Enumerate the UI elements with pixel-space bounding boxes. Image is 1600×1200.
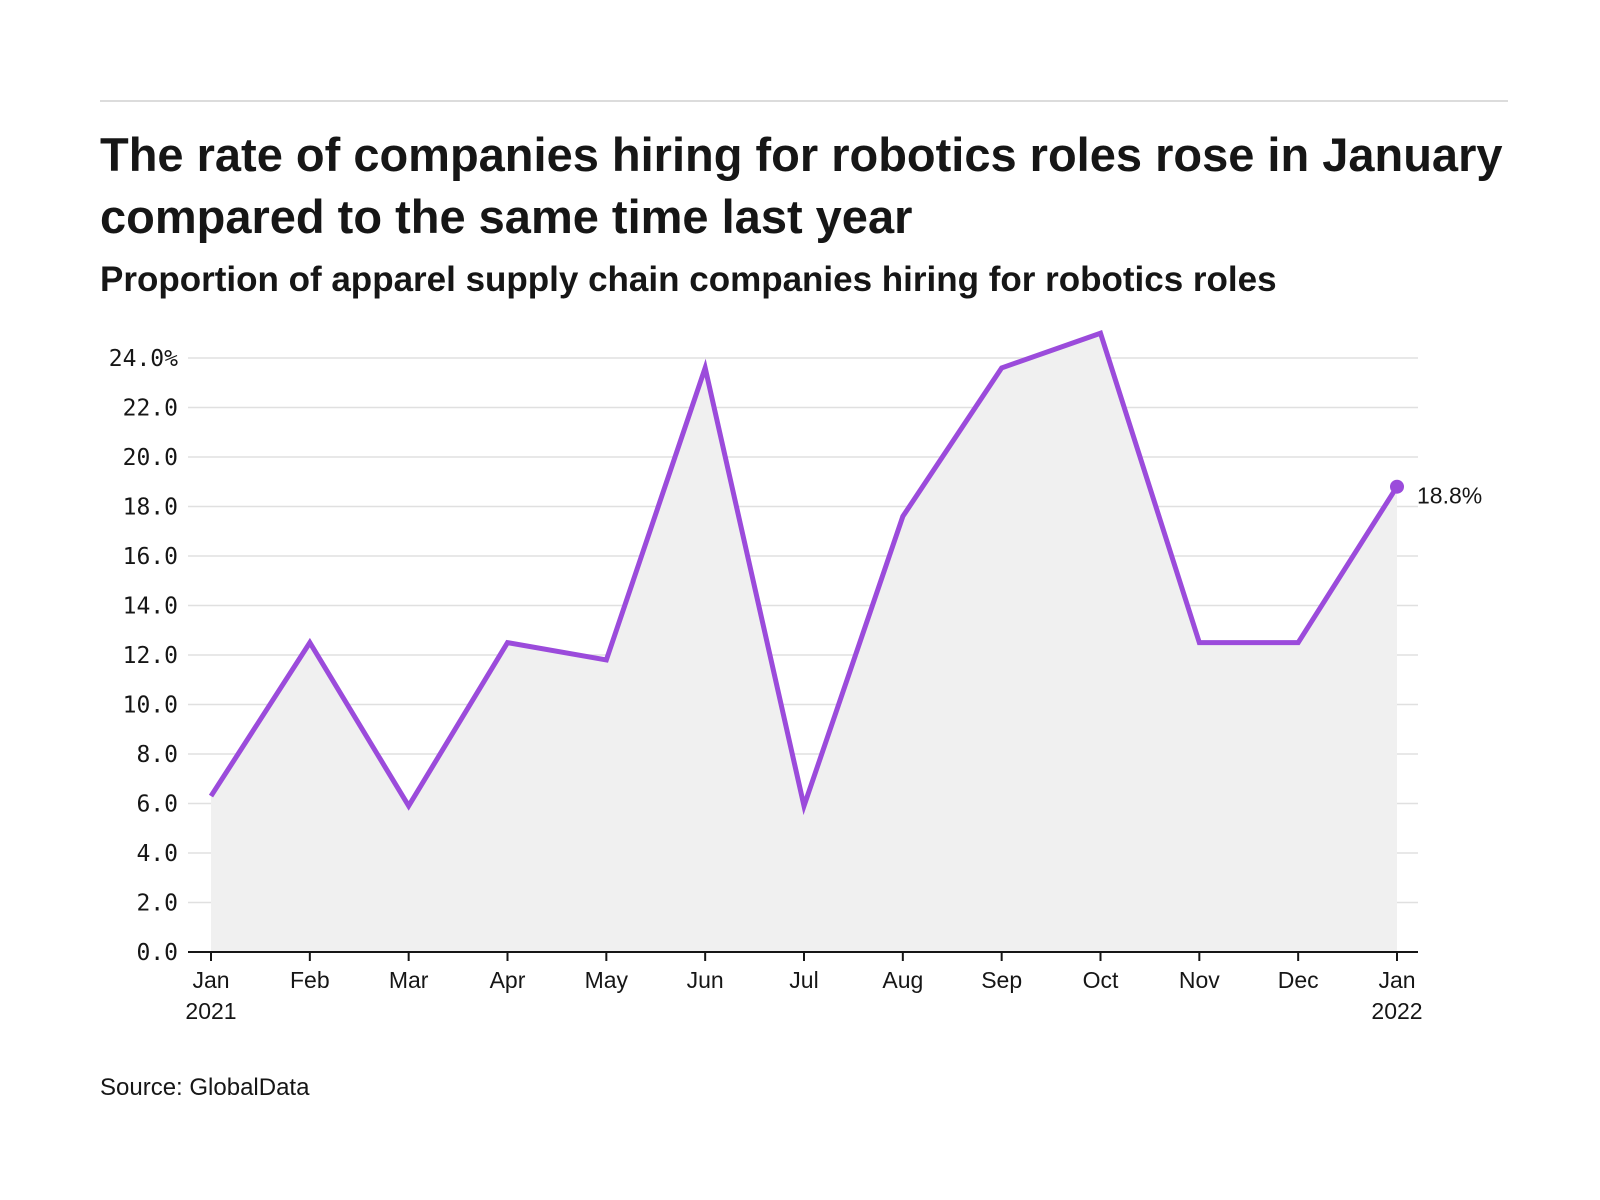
end-value-label: 18.8%	[1417, 483, 1482, 509]
line-chart: 0.0 2.0 4.0 6.0 8.0 10.0 12.0 14.0 16.0 18.0 20.0 2…	[109, 330, 1482, 1024]
y-tick-label: 6.0	[136, 792, 178, 818]
x-tick-label: Sep	[981, 967, 1022, 993]
y-tick-label: 4.0	[136, 841, 178, 867]
x-tick-label: Jan	[192, 967, 229, 993]
y-tick-label: 12.0	[123, 643, 178, 669]
y-tick-label: 0.0	[136, 940, 178, 966]
x-tick-label: Nov	[1179, 967, 1220, 993]
source-note: Source: GlobalData	[100, 1074, 310, 1101]
x-tick-label: Jan	[1378, 967, 1415, 993]
chart-title: The rate of companies hiring for robotic…	[100, 128, 1503, 243]
y-axis: 0.0 2.0 4.0 6.0 8.0 10.0 12.0 14.0 16.0 18.0 20.0 2…	[109, 346, 178, 966]
series-line-group	[208, 330, 1404, 816]
x-tick-label: Jun	[687, 967, 724, 993]
top-divider	[100, 100, 1508, 102]
x-tick-label: May	[585, 967, 629, 993]
y-tick-label: 14.0	[123, 594, 178, 620]
series-line	[208, 330, 1400, 816]
x-tick-label: Apr	[490, 967, 526, 993]
x-tick-label: Dec	[1278, 967, 1319, 993]
x-tick-label: Aug	[882, 967, 923, 993]
end-point-marker	[1390, 479, 1404, 494]
x-tick-year-label: 2021	[185, 998, 236, 1024]
x-tick-label: Feb	[290, 967, 330, 993]
y-tick-label: 22.0	[123, 396, 178, 422]
y-tick-label: 24.0%	[109, 346, 178, 372]
y-tick-label: 16.0	[123, 544, 178, 570]
x-tick-year-label: 2022	[1371, 998, 1422, 1024]
y-tick-label: 10.0	[123, 693, 178, 719]
y-tick-label: 18.0	[123, 495, 178, 521]
chart-subtitle: Proportion of apparel supply chain compa…	[100, 260, 1277, 299]
y-tick-label: 2.0	[136, 891, 178, 917]
y-tick-label: 8.0	[136, 742, 178, 768]
annotations: 18.8%	[1417, 483, 1482, 509]
y-tick-label: 20.0	[123, 445, 178, 471]
x-tick-label: Oct	[1083, 967, 1119, 993]
x-tick-label: Mar	[389, 967, 429, 993]
area-fill-group	[211, 333, 1397, 952]
x-tick-label: Jul	[789, 967, 818, 993]
area-fill	[211, 333, 1397, 952]
x-axis: Jan 2021 Feb Mar Apr May Jun Jul Aug Sep Oct Nov Dec…	[185, 951, 1423, 1024]
